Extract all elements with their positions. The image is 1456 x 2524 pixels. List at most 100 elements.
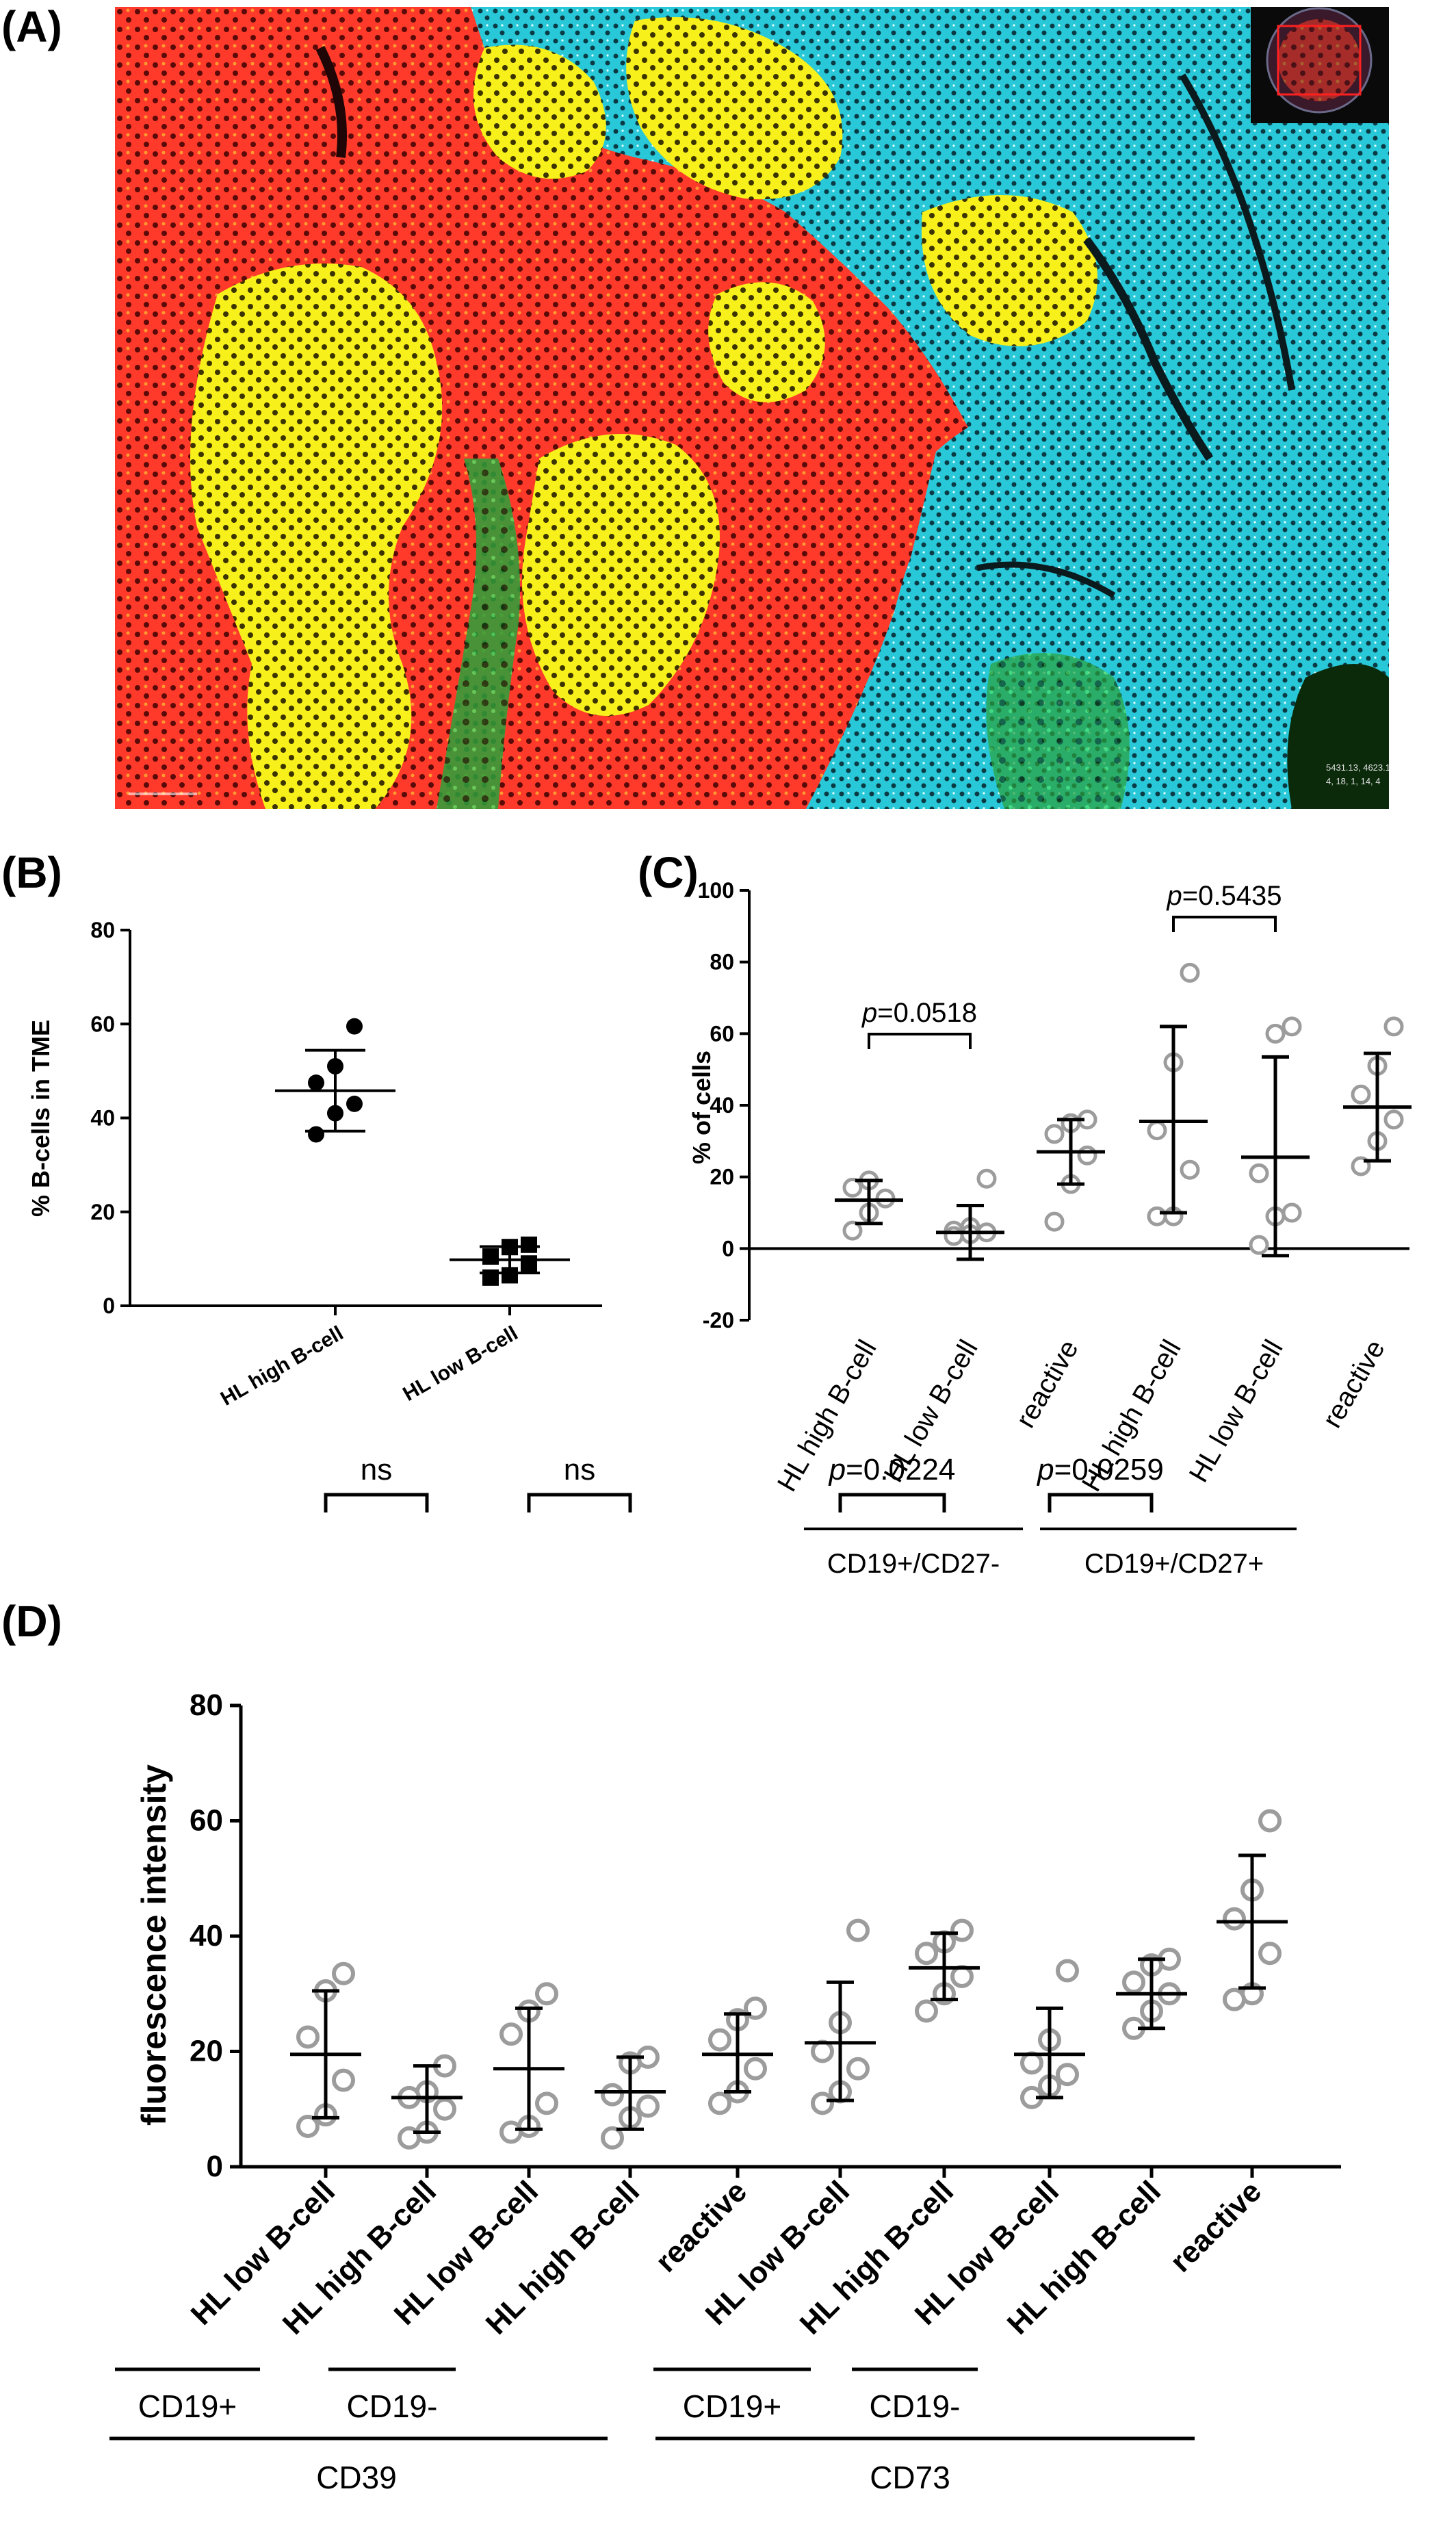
d-x-tick-label: reactive [1164, 2174, 1268, 2278]
d-point [499, 2120, 523, 2144]
b-point [327, 1105, 343, 1122]
d-point [1158, 1982, 1181, 2006]
c-point [1163, 1052, 1184, 1072]
d-point [950, 1964, 974, 1988]
c-point [1367, 1055, 1388, 1076]
c-point [1383, 1109, 1404, 1130]
d-subgroup-label: CD19- [870, 2388, 961, 2424]
d-subgroup-label: CD19+ [683, 2388, 781, 2424]
d-p-value-value: =0.0224 [846, 1453, 955, 1486]
d-p-value: p=0.0224 [828, 1453, 956, 1486]
d-p-value-value: =0.0259 [1054, 1453, 1164, 1486]
c-point [1265, 1023, 1286, 1044]
scale-readout-1: 5431.13, 4623.16 µm [1326, 762, 1389, 773]
c-point [1180, 962, 1200, 983]
d-point [829, 2011, 852, 2035]
panel-label-b: (B) [1, 848, 62, 897]
c-y-tick-label: -20 [703, 1308, 734, 1332]
b-point [327, 1058, 343, 1075]
c-point [1061, 1113, 1081, 1133]
c-point [1249, 1163, 1269, 1183]
c-y-tick-label: 60 [710, 1021, 734, 1046]
c-p-value-symbol: p [861, 998, 877, 1028]
c-p-value-value: =0.5435 [1182, 881, 1282, 911]
d-point [1140, 1953, 1163, 1977]
micrograph-image: 5431.13, 4623.16 µm 4, 18, 1, 14, 4 [115, 7, 1389, 809]
c-point [960, 1217, 980, 1237]
d-y-tick-label: 40 [190, 1919, 223, 1953]
b-point [482, 1248, 499, 1265]
c-point [859, 1170, 879, 1191]
b-point [308, 1074, 324, 1092]
d-y-axis-label: fluorescence intensity [135, 1764, 173, 2126]
d-point [1223, 1987, 1246, 2011]
b-point [308, 1126, 324, 1143]
c-point [1061, 1174, 1081, 1194]
d-point [726, 2080, 749, 2104]
d-point [811, 2039, 834, 2063]
d-point [1020, 2085, 1043, 2109]
d-x-tick-label: HL low B-cell [388, 2174, 545, 2331]
b-y-tick-label: 20 [90, 1200, 115, 1224]
d-point [433, 2097, 456, 2121]
d-point [1223, 1907, 1246, 1931]
d-point [619, 2106, 642, 2130]
d-p-value-symbol: p [1036, 1453, 1054, 1486]
d-point [601, 2083, 624, 2107]
c-point [875, 1188, 896, 1209]
c-point [944, 1226, 964, 1246]
b-point [521, 1236, 537, 1253]
d-point [398, 2126, 421, 2150]
d-x-tick-label: reactive [649, 2174, 753, 2278]
d-point [933, 1930, 956, 1954]
d-point [1056, 2063, 1079, 2087]
d-bracket [527, 1493, 632, 1512]
b-x-tick-label: HL high B-cell [217, 1322, 348, 1410]
c-point [1265, 1206, 1286, 1226]
d-point [619, 2051, 642, 2075]
d-p-value-symbol: p [828, 1453, 846, 1486]
d-y-tick-label: 60 [190, 1804, 223, 1838]
d-point [811, 2091, 834, 2115]
d-point [1038, 2074, 1061, 2098]
d-point [535, 2091, 558, 2115]
d-y-tick-label: 80 [190, 1688, 223, 1722]
c-point [1147, 1120, 1167, 1141]
d-point [744, 2057, 767, 2081]
c-point [960, 1224, 980, 1244]
c-x-tick-label: HL high B-cell [1076, 1335, 1187, 1497]
c-x-tick-label: reactive [1317, 1335, 1391, 1433]
d-x-tick-label: HL high B-cell [480, 2174, 646, 2341]
c-point [1351, 1084, 1371, 1105]
d-point [1258, 1942, 1282, 1966]
d-point [915, 1942, 938, 1966]
d-point [314, 2103, 337, 2127]
d-point [829, 2080, 852, 2104]
c-bracket [868, 1033, 972, 1049]
c-x-tick-label: HL low B-cell [1184, 1335, 1289, 1488]
d-point [1240, 1878, 1264, 1902]
c-y-axis-label: % of cells [688, 1051, 716, 1164]
d-p-value: p=0.0259 [1036, 1453, 1164, 1486]
d-group-label: CD73 [870, 2460, 950, 2495]
c-point [1180, 1159, 1200, 1180]
c-bracket [1172, 916, 1277, 932]
d-point [1158, 1947, 1181, 1971]
d-point [950, 1918, 974, 1942]
d-point [517, 1999, 541, 2023]
c-y-tick-label: 20 [710, 1165, 734, 1189]
c-y-tick-label: 40 [710, 1093, 734, 1118]
b-y-tick-label: 0 [103, 1293, 115, 1318]
b-y-tick-label: 80 [90, 918, 115, 942]
c-p-value: p=0.0518 [861, 998, 977, 1028]
d-point [636, 2094, 660, 2118]
c-point [944, 1220, 964, 1241]
b-point [521, 1255, 537, 1272]
d-subgroup-label: CD19+ [138, 2388, 237, 2424]
c-y-tick-label: 100 [698, 878, 734, 903]
d-point [1038, 2028, 1061, 2052]
b-point [502, 1239, 518, 1256]
d-point [1240, 1982, 1264, 2006]
d-point [415, 2120, 439, 2144]
d-point [708, 2091, 731, 2115]
